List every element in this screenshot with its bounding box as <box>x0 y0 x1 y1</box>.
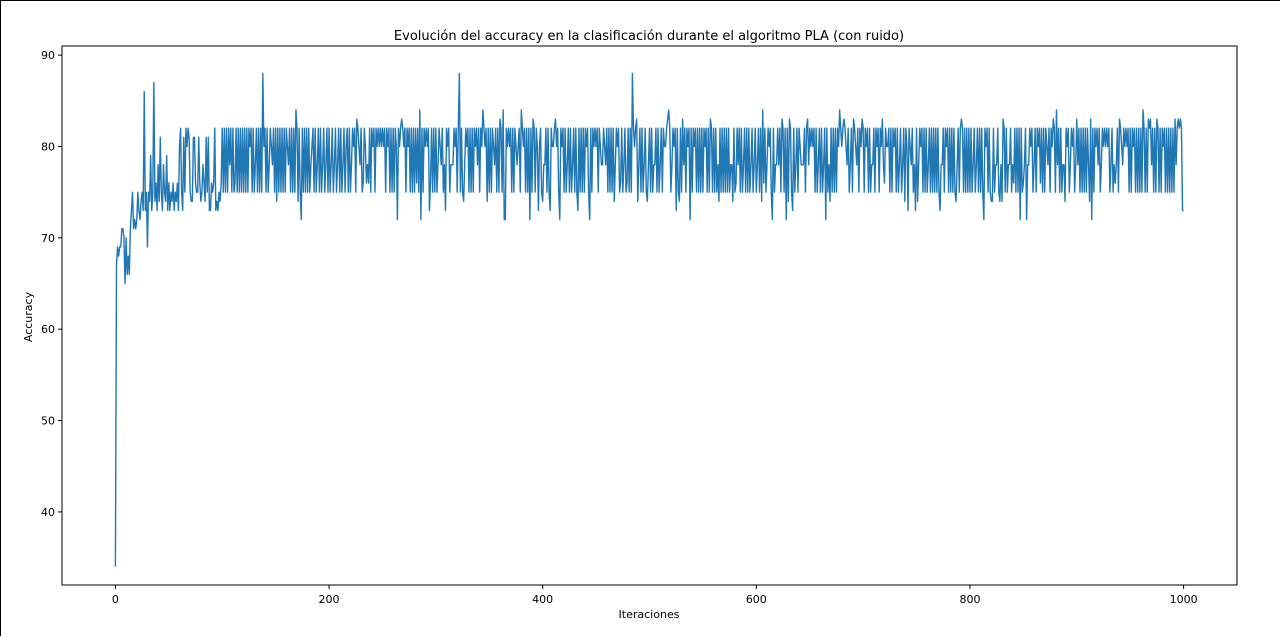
x-tick-label: 800 <box>959 593 980 606</box>
y-tick-label: 80 <box>41 140 55 153</box>
accuracy-series-line <box>114 72 1184 567</box>
x-tick-label: 200 <box>319 593 340 606</box>
x-axis-label: Iteraciones <box>619 608 680 621</box>
x-tick-label: 400 <box>532 593 553 606</box>
x-axis: 0 200 400 600 800 1000 <box>112 585 1198 606</box>
y-tick-label: 40 <box>41 506 55 519</box>
series-layer <box>114 72 1184 567</box>
plot-area-frame <box>61 45 1238 586</box>
chart-title: Evolución del accuracy en la clasificaci… <box>394 29 904 44</box>
y-tick-label: 50 <box>41 415 55 428</box>
x-tick-label: 1000 <box>1170 593 1198 606</box>
y-axis: 40 50 60 70 80 90 <box>41 49 62 519</box>
x-tick-label: 600 <box>746 593 767 606</box>
y-tick-label: 70 <box>41 232 55 245</box>
x-tick-label: 0 <box>112 593 119 606</box>
y-axis-label: Accuracy <box>22 291 35 342</box>
y-tick-label: 60 <box>41 323 55 336</box>
y-tick-label: 90 <box>41 49 55 62</box>
